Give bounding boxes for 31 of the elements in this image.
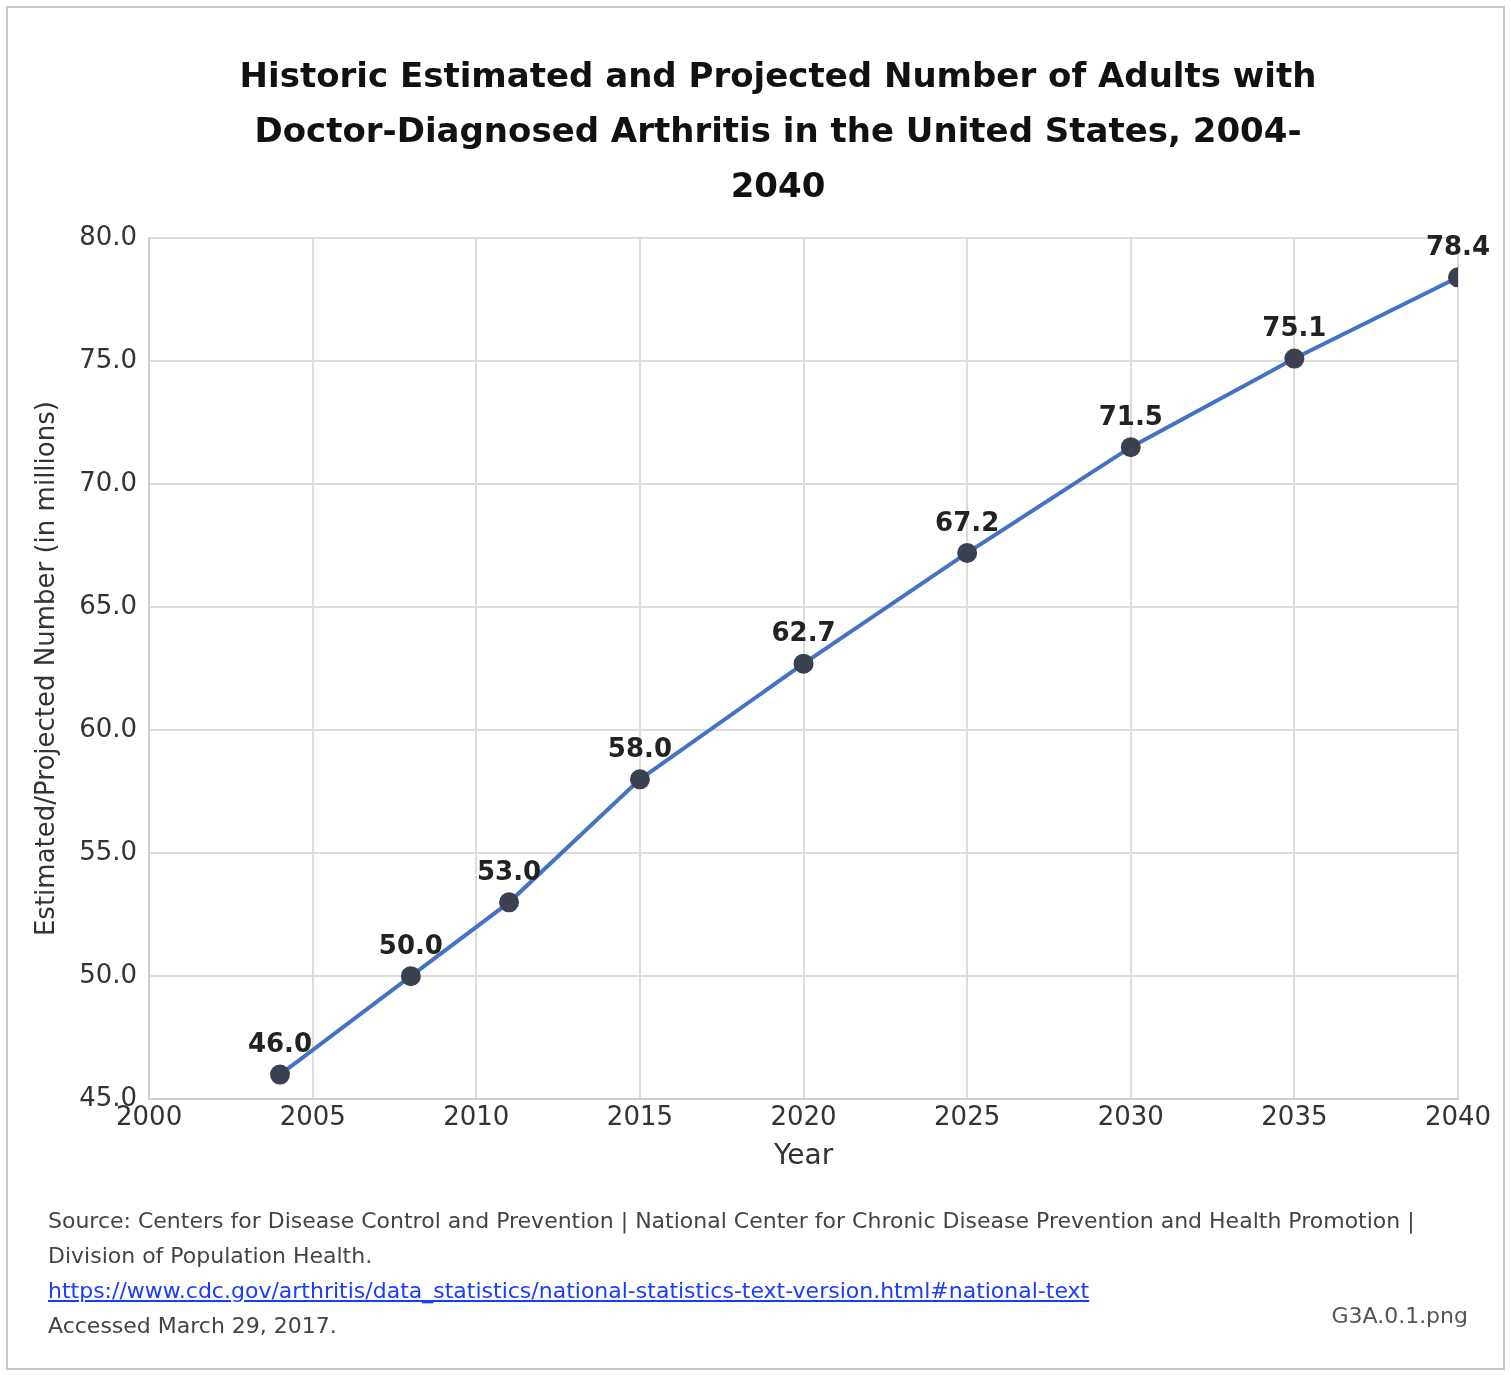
data-label: 75.1 xyxy=(1262,312,1327,343)
x-tick-label: 2005 xyxy=(279,1100,346,1131)
x-tick-label: 2015 xyxy=(606,1100,674,1131)
source-note: Source: Centers for Disease Control and Prevention | National Center for Chronic Disease Prevention and Health Promotion | Division of Population Health. xyxy=(48,1207,1416,1270)
y-tick-label: 80.0 xyxy=(79,220,138,251)
x-axis-title: Year xyxy=(772,1138,834,1172)
data-label: 67.2 xyxy=(935,506,1000,537)
y-tick-label: 70.0 xyxy=(79,466,138,497)
x-tick-label: 2040 xyxy=(1424,1100,1492,1131)
data-label: 53.0 xyxy=(476,856,542,887)
data-label: 46.0 xyxy=(247,1028,313,1059)
data-label: 58.0 xyxy=(607,733,673,764)
data-label: 71.5 xyxy=(1098,400,1163,431)
data-label: 62.7 xyxy=(771,617,836,648)
x-tick-label: 2025 xyxy=(934,1100,1001,1131)
y-tick-label: 55.0 xyxy=(79,835,138,866)
x-tick-label: 2030 xyxy=(1097,1100,1164,1131)
data-label: 50.0 xyxy=(378,929,443,960)
y-axis-title: Estimated/Projected Number (in millions) xyxy=(30,401,61,937)
data-label: 78.4 xyxy=(1425,231,1491,262)
text: G3A.0.1.png xyxy=(1331,1303,1468,1328)
x-tick-label: 2010 xyxy=(443,1100,510,1131)
chart-title: Historic Estimated and Projected Number of Adults with Doctor-Diagnosed Arthritis in the United States, 2004-2040 xyxy=(238,54,1318,207)
x-tick-label: 2020 xyxy=(770,1100,837,1131)
y-tick-label: 60.0 xyxy=(79,712,138,743)
text: https://www.cdc.gov/arthritis/data_statistics/national-statistics-text-version.html#national-text xyxy=(48,1278,1090,1303)
text: Accessed March 29, 2017. xyxy=(48,1313,337,1338)
y-tick-label: 75.0 xyxy=(79,343,138,374)
x-tick-label: 2035 xyxy=(1261,1100,1328,1131)
y-tick-label: 65.0 xyxy=(79,589,138,620)
y-tick-label: 50.0 xyxy=(79,958,138,989)
